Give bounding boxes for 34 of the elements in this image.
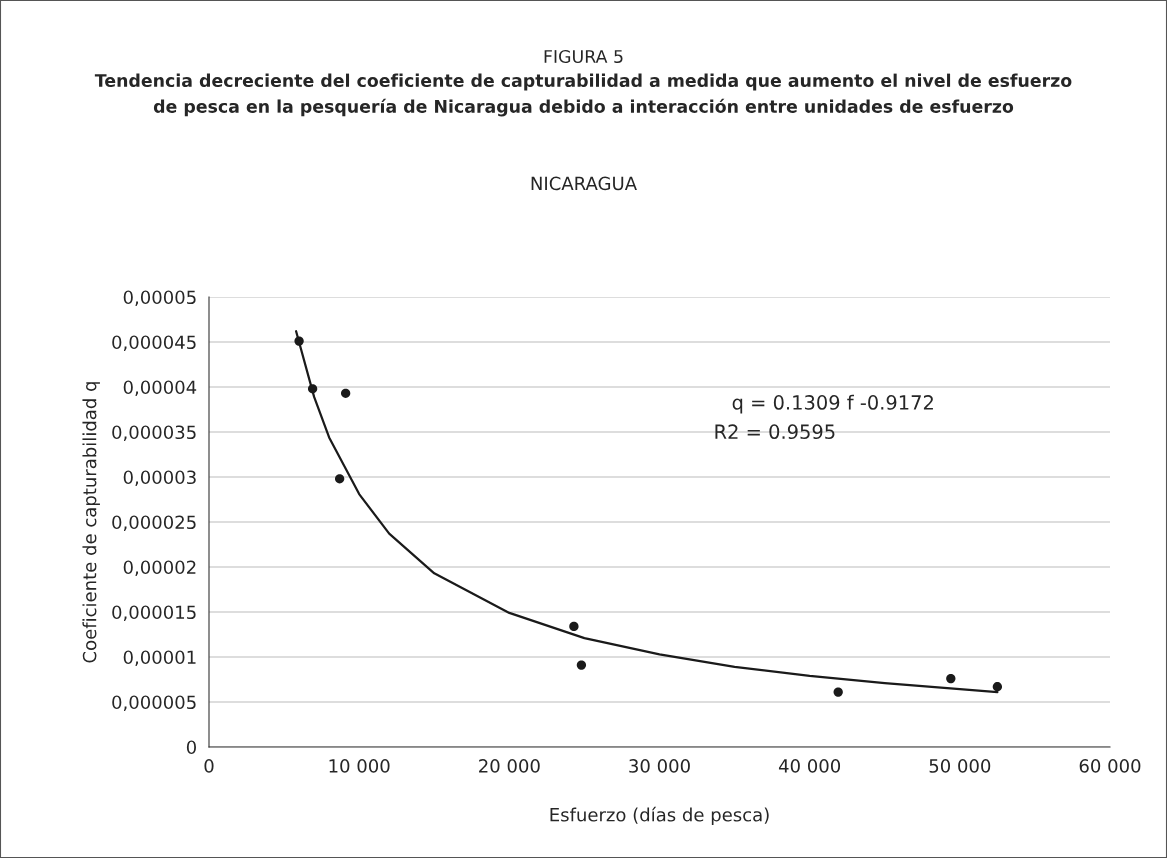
y-axis-title: Coeficiente de capturabilidad q: [82, 382, 100, 663]
point: [294, 336, 304, 346]
point: [307, 384, 318, 394]
point: [569, 621, 579, 632]
y-tick-label: 0,00001: [123, 650, 196, 666]
x-tick-label: 10 000: [329, 759, 390, 773]
x-tick-label: 30 000: [629, 759, 690, 773]
y-tick-label: 0,000005: [112, 695, 196, 711]
x-tick-label: 20 000: [479, 759, 540, 773]
point: [992, 682, 1003, 692]
annotation: R2 = 0.9595: [715, 424, 835, 440]
y-tick-label: 0,00004: [123, 380, 197, 396]
point: [576, 660, 587, 670]
point: [340, 388, 351, 398]
x-tick-label: 50 000: [929, 759, 991, 773]
point: [946, 673, 956, 684]
y-tick-label: 0,000035: [112, 425, 196, 441]
chart-title: Tendencia decreciente del coeficiente de capturabilidad a medida que aumento el nivel de esfuerzo de pesca en la pesquería de Nicaragua debido a interacción entre unidades de esfuerzo: [94, 73, 1072, 117]
y-tick-label: 0,00003: [123, 470, 196, 486]
x-tick-label: 60 000: [1079, 759, 1141, 773]
y-tick-label: 0,000025: [112, 515, 196, 531]
y-tick-label: 0,000045: [112, 335, 196, 351]
y-tick-label: 0,00002: [123, 560, 196, 576]
x-tick-label: 0: [204, 759, 214, 773]
y-tick-label: 0: [186, 740, 196, 755]
x-tick-label: 40 000: [778, 759, 841, 773]
y-tick-label: 0,000015: [112, 605, 196, 621]
annotation: q = 0.1309 f -0.9172: [732, 394, 933, 414]
y-tick-label: 0,00005: [123, 290, 196, 306]
text: FIGURA 5: [544, 49, 623, 64]
point: [334, 474, 345, 484]
chart-subtitle: NICARAGUA: [531, 176, 637, 191]
point: [833, 687, 843, 697]
x-axis-title: Esfuerzo (días de pesca): [550, 806, 769, 826]
